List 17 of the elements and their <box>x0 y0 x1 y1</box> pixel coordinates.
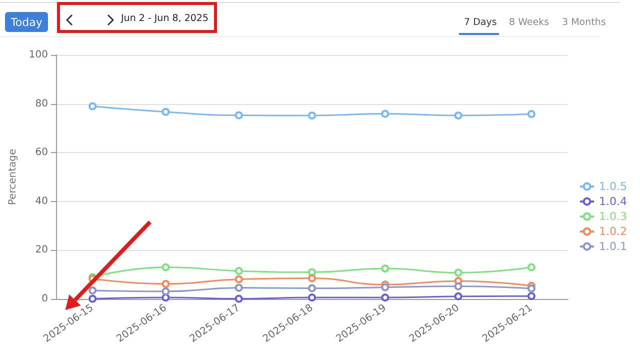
text: Jun 2 - Jun 8, 2025 <box>121 13 208 24</box>
legend-label: 1.0.5 <box>599 180 628 193</box>
text: 3 Months <box>562 17 606 28</box>
y-tick-label: 60 <box>35 147 48 158</box>
legend-label: 1.0.2 <box>599 225 628 238</box>
text: 7 Days <box>464 17 497 28</box>
y-axis-title: Percentage <box>8 148 18 206</box>
y-tick-label: 40 <box>35 196 48 207</box>
y-tick-label: 100 <box>28 50 48 60</box>
legend-label: 1.0.3 <box>599 210 628 223</box>
legend-label: 1.0.1 <box>599 240 628 253</box>
y-tick-label: 20 <box>35 244 48 256</box>
text: Today <box>5 12 48 32</box>
y-tick-label: 0 <box>42 294 48 304</box>
legend-label: 1.0.4 <box>599 195 628 208</box>
text: 8 Weeks <box>509 17 550 28</box>
y-tick-label: 80 <box>35 98 48 110</box>
